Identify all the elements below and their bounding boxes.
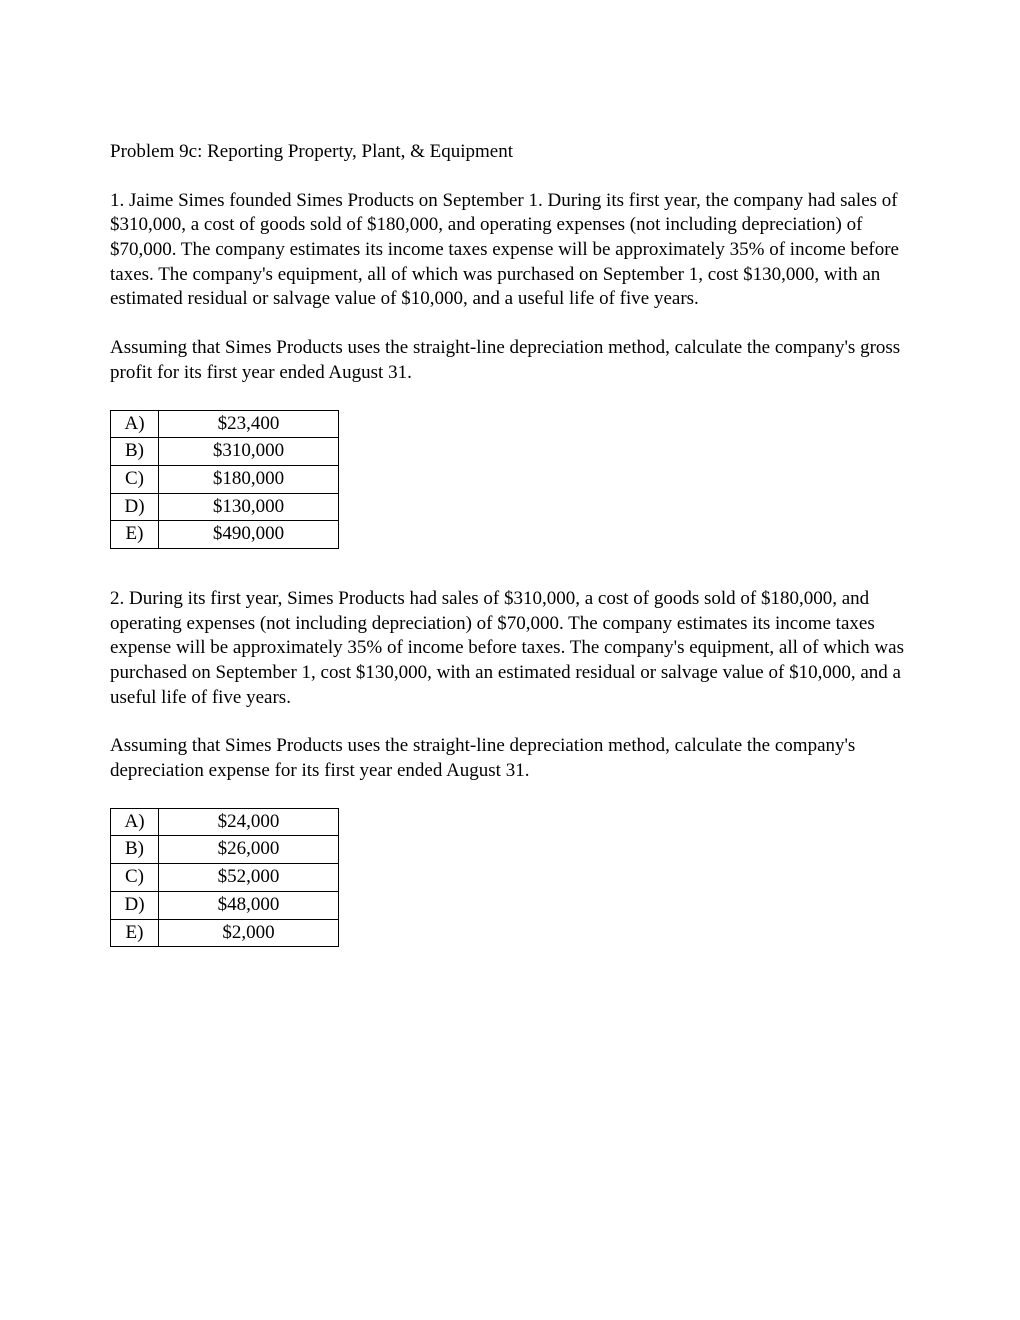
- question-1-options-table: A) $23,400 B) $310,000 C) $180,000 D) $1…: [110, 410, 339, 549]
- table-row: A) $23,400: [111, 410, 339, 438]
- option-value: $2,000: [159, 919, 339, 947]
- option-value: $24,000: [159, 808, 339, 836]
- option-letter: C): [111, 465, 159, 493]
- question-1-prompt: Assuming that Simes Products uses the st…: [110, 336, 910, 385]
- table-row: B) $26,000: [111, 836, 339, 864]
- question-1-text: 1. Jaime Simes founded Simes Products on…: [110, 189, 910, 312]
- table-row: E) $2,000: [111, 919, 339, 947]
- option-value: $130,000: [159, 493, 339, 521]
- table-row: A) $24,000: [111, 808, 339, 836]
- table-row: C) $180,000: [111, 465, 339, 493]
- option-value: $52,000: [159, 864, 339, 892]
- option-value: $23,400: [159, 410, 339, 438]
- problem-title: Problem 9c: Reporting Property, Plant, &…: [110, 140, 910, 165]
- table-row: C) $52,000: [111, 864, 339, 892]
- option-letter: C): [111, 864, 159, 892]
- option-letter: B): [111, 438, 159, 466]
- option-value: $26,000: [159, 836, 339, 864]
- option-value: $490,000: [159, 521, 339, 549]
- table-row: D) $130,000: [111, 493, 339, 521]
- option-letter: E): [111, 919, 159, 947]
- table-row: D) $48,000: [111, 891, 339, 919]
- option-letter: D): [111, 493, 159, 521]
- table-row: E) $490,000: [111, 521, 339, 549]
- option-value: $180,000: [159, 465, 339, 493]
- option-value: $310,000: [159, 438, 339, 466]
- option-letter: A): [111, 410, 159, 438]
- option-letter: B): [111, 836, 159, 864]
- table-row: B) $310,000: [111, 438, 339, 466]
- question-2-text: 2. During its first year, Simes Products…: [110, 587, 910, 710]
- option-letter: A): [111, 808, 159, 836]
- option-letter: D): [111, 891, 159, 919]
- question-2-prompt: Assuming that Simes Products uses the st…: [110, 734, 910, 783]
- question-2-options-table: A) $24,000 B) $26,000 C) $52,000 D) $48,…: [110, 808, 339, 947]
- option-value: $48,000: [159, 891, 339, 919]
- option-letter: E): [111, 521, 159, 549]
